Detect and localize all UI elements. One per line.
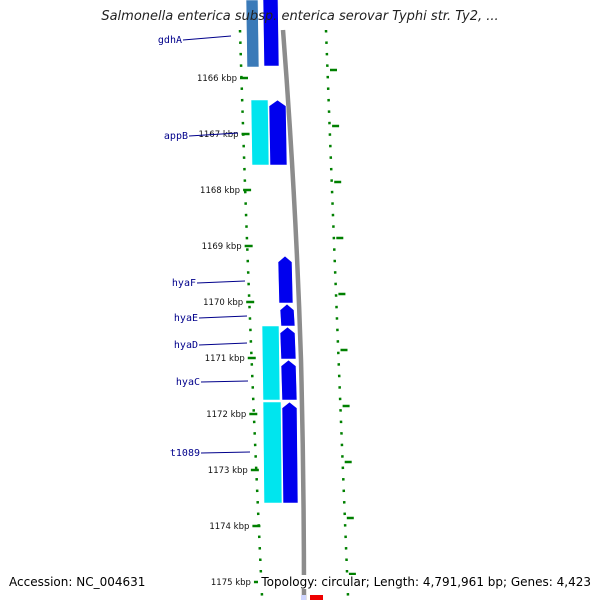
gdhA-reverse-feature-light	[257, 0, 265, 68]
scale-tick-label-2: 1168 kbp	[200, 186, 240, 196]
position-marker-edge	[301, 595, 306, 600]
scale-tick-label-3: 1169 kbp	[202, 242, 242, 252]
gene-label-hyaF[interactable]: hyaF	[172, 278, 196, 289]
accession-text: Accession: NC_004631	[9, 575, 146, 589]
appB-reverse-feature	[250, 99, 270, 166]
gene-leader-hyaF	[196, 280, 246, 284]
gene-leader-hyaC	[200, 380, 249, 383]
scale-tick-label-8: 1174 kbp	[209, 522, 249, 532]
gene-leader-t1089	[200, 451, 251, 454]
gene-label-hyaE[interactable]: hyaE	[174, 313, 198, 324]
hya-reverse-feature-a	[261, 325, 281, 401]
gene-label-appB[interactable]: appB	[164, 131, 188, 142]
scale-tick-label-9: 1175 kbp	[211, 578, 251, 588]
gene-features	[245, 0, 299, 504]
genome-summary-text: Topology: circular; Length: 4,791,961 bp…	[258, 575, 591, 589]
genome-backbone	[280, 29, 307, 600]
hyaE-feature	[279, 303, 296, 327]
appB-forward-feature	[268, 99, 288, 166]
hya-reverse-feature-b	[262, 401, 283, 504]
scale-tick-label-1: 1167 kbp	[198, 130, 238, 140]
position-marker	[310, 595, 323, 600]
gene-label-t1089[interactable]: t1089	[170, 448, 200, 459]
scale-tick-label-5: 1171 kbp	[205, 354, 245, 364]
scale-tick-label-7: 1173 kbp	[208, 466, 248, 476]
gene-leader-appB	[188, 132, 239, 137]
scale-tick-label-0: 1166 kbp	[197, 74, 237, 84]
scale-tick-label-4: 1170 kbp	[203, 298, 243, 308]
gene-label-hyaD[interactable]: hyaD	[174, 340, 198, 351]
outer-guide-ring	[324, 29, 350, 597]
scale-ticks: 1166 kbp 1167 kbp 1168 kbp 1169 kbp 1170 kbp…	[197, 68, 356, 588]
gene-leader-hyaD	[198, 342, 248, 346]
gdhA-forward-feature	[262, 0, 280, 67]
gene-leader-gdhA	[182, 35, 232, 41]
gene-leader-hyaE	[198, 315, 248, 319]
gene-label-gdhA[interactable]: gdhA	[158, 35, 182, 46]
gene-label-hyaC[interactable]: hyaC	[176, 377, 200, 388]
inner-guide-ring	[238, 29, 264, 597]
t1089-feature	[281, 401, 299, 504]
scale-tick-label-6: 1172 kbp	[206, 410, 246, 420]
gene-labels: gdhA appB hyaF hyaE hyaD hyaC t1089	[158, 35, 251, 459]
map-title: Salmonella enterica subsp. enterica sero…	[101, 9, 499, 24]
hyaC-feature	[280, 359, 298, 401]
hyaD-feature	[279, 326, 297, 360]
hyaF-feature	[277, 255, 294, 304]
